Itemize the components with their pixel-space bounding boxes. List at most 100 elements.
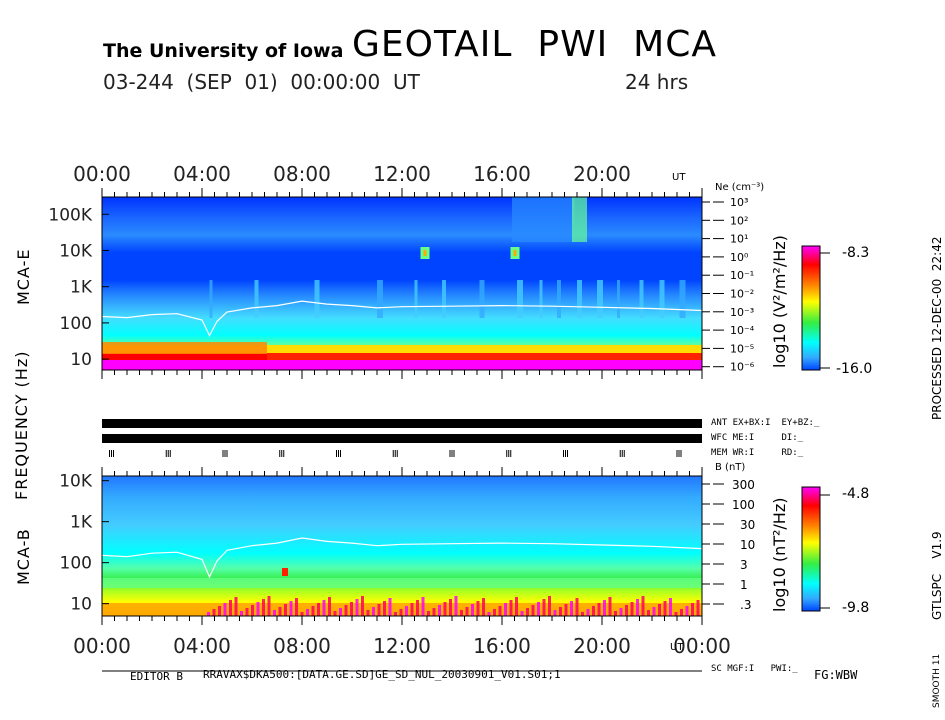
mca-e-band-yellow (102, 345, 702, 353)
bnt-tick-label: .3 (740, 598, 751, 612)
e-freq-tick-label: 10 (70, 350, 92, 370)
b-spike (482, 598, 485, 616)
bottom-time-tick-label: 12:00 (373, 634, 431, 658)
b-spike (553, 610, 557, 616)
b-spike (586, 609, 590, 616)
bnt-tick-label: 1 (740, 578, 748, 592)
b-spike (273, 610, 276, 616)
status-bar-ant (102, 419, 702, 428)
date-line: 03-244 (SEP 01) 00:00:00 UT (103, 70, 420, 94)
e-streak (209, 280, 213, 318)
b-spike (575, 598, 579, 616)
b-colorbar (801, 486, 821, 612)
b-spike (564, 604, 568, 616)
e-streak (539, 280, 543, 318)
b-spike (278, 607, 282, 616)
e-streak (517, 280, 523, 318)
b-colorbar-max: -4.8 (842, 486, 870, 502)
b-spike (410, 603, 414, 616)
axes-group: 00:00 04:00 08:00 12:00 16:00 20:00 00:00 04:00… (48, 162, 755, 658)
e-streak (679, 280, 686, 318)
mem-tick-row (109, 450, 682, 457)
b-spike (366, 610, 370, 616)
b-spike (350, 602, 353, 616)
b-spike (284, 604, 287, 616)
e-freq-tick-label: 100K (48, 205, 92, 225)
mca-b-trace (101, 537, 703, 579)
b-spike (399, 609, 403, 616)
e-colorbar-min: -16.0 (836, 361, 873, 377)
b-spike (289, 601, 293, 616)
mca-b-green-band (102, 578, 702, 588)
mca-e-trace (101, 300, 703, 337)
b-spike (383, 601, 386, 616)
top-time-tick-label: 00:00 (73, 162, 131, 186)
processed-label: PROCESSED 12-DEC-00 22:42 (930, 236, 944, 420)
institution-label: The University of Iowa (103, 40, 344, 62)
e-upper-burst (572, 197, 587, 242)
b-spike (520, 611, 524, 616)
b-spike (405, 606, 408, 616)
bnt-tick-label: 100 (732, 498, 755, 512)
b-spike (432, 608, 436, 616)
b-spike (487, 612, 491, 616)
e-freq-tick-label: 100 (60, 314, 92, 334)
ne-tick-label: 10⁻³ (730, 306, 754, 319)
b-spike (592, 606, 595, 616)
footer-flag: FG:WBW (814, 668, 858, 682)
b-colorbar-min: -9.8 (842, 600, 870, 616)
b-spike (306, 609, 309, 616)
b-spike (636, 599, 639, 616)
b-spike (339, 608, 342, 616)
b-colorbar-unit: log10 (nT²/Hz) (770, 497, 789, 612)
ut-top-label: UT (672, 172, 686, 183)
b-spike (245, 608, 249, 616)
b-spike (322, 600, 326, 616)
b-spike (537, 602, 540, 616)
b-spike (394, 612, 397, 616)
status-wfc: WFC ME:I DI:_ (711, 433, 804, 443)
b-spike (515, 597, 518, 616)
b-spike (460, 610, 463, 616)
ne-tick-label: 10³ (730, 196, 748, 209)
b-spike (218, 606, 221, 616)
status-ant: ANT EX+BX:I EY+BZ:_ (711, 418, 820, 428)
b-spike (504, 603, 507, 616)
ut-bottom-label: UT (670, 642, 684, 653)
e-colorbar-max: -8.3 (842, 245, 870, 261)
b-spike (597, 603, 601, 616)
b-spike (691, 603, 694, 616)
e-streak (557, 280, 561, 318)
bottom-time-tick-label: 20:00 (573, 634, 631, 658)
mca-e-early-enhancement-red (102, 354, 267, 360)
e-streak (377, 280, 383, 318)
e-streak (479, 280, 485, 318)
b-spike (361, 596, 364, 616)
bottom-time-tick-label: 16:00 (473, 634, 531, 658)
mca-b-panel (101, 475, 703, 617)
e-colorbar-unit: log10 (V²/m²/Hz) (770, 235, 789, 368)
e-streak (639, 280, 644, 318)
b-spike (449, 599, 452, 616)
bottom-time-tick-label: 00:00 (73, 634, 131, 658)
b-spike (344, 605, 348, 616)
b-spike (377, 604, 381, 616)
b-spike (443, 602, 447, 616)
bnt-tick-label: 300 (732, 478, 755, 492)
frequency-axis-label: FREQUENCY (Hz) (12, 350, 31, 500)
e-hotspot-core (423, 250, 427, 256)
mca-e-streaks (209, 197, 686, 318)
b-spike (685, 606, 689, 616)
status-bar-wfc (102, 434, 702, 443)
b-spike (674, 612, 678, 616)
ne-tick-label: 10¹ (730, 233, 748, 246)
smooth-label: SMOOTH 11 (932, 653, 942, 708)
b-spike (465, 607, 469, 616)
b-spike (223, 603, 227, 616)
top-time-tick-label: 08:00 (273, 162, 331, 186)
bottom-time-tick-label: 04:00 (173, 634, 231, 658)
b-spike (438, 605, 441, 616)
b-spike (372, 607, 375, 616)
b-hotspot (282, 568, 288, 576)
